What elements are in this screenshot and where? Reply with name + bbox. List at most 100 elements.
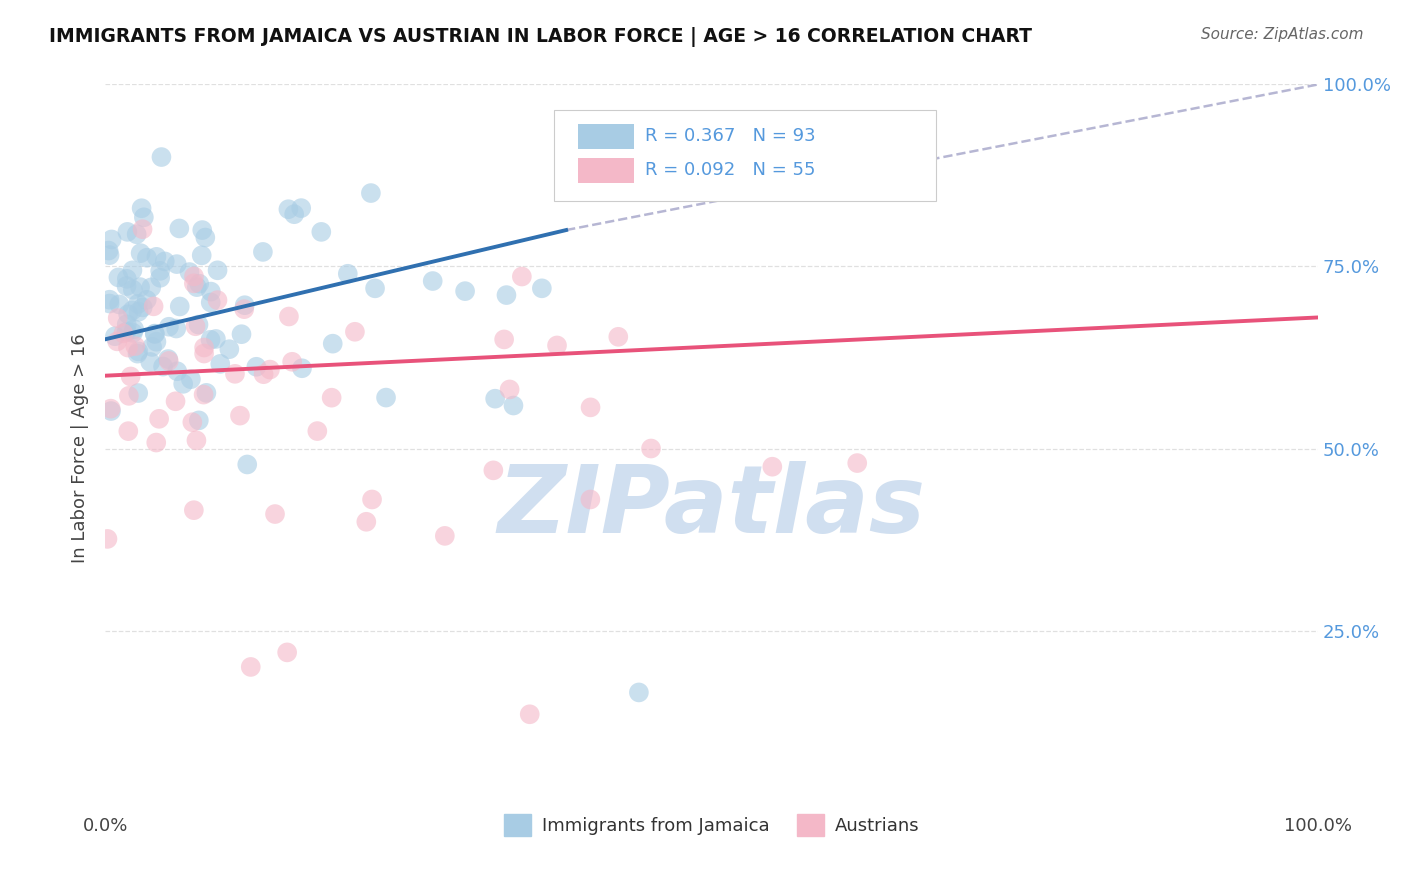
- Point: [231, 327, 253, 342]
- Text: IMMIGRANTS FROM JAMAICA VS AUSTRIAN IN LABOR FORCE | AGE > 16 CORRELATION CHART: IMMIGRANTS FROM JAMAICA VS AUSTRIAN IN L…: [49, 27, 1032, 46]
- Point: [100, 401, 122, 416]
- Point: [100, 404, 122, 418]
- Point: [200, 285, 222, 299]
- Point: [98, 296, 121, 310]
- Point: [131, 222, 153, 236]
- Point: [169, 221, 191, 235]
- Point: [131, 201, 153, 215]
- Point: [104, 329, 127, 343]
- Point: [236, 458, 259, 472]
- Point: [107, 311, 129, 326]
- Point: [105, 334, 128, 349]
- Point: [142, 299, 165, 313]
- Point: [165, 394, 187, 409]
- FancyBboxPatch shape: [578, 158, 634, 183]
- Point: [375, 391, 398, 405]
- Point: [112, 326, 135, 341]
- Point: [97, 244, 120, 258]
- Point: [484, 392, 506, 406]
- Point: [229, 409, 252, 423]
- Point: [145, 250, 167, 264]
- Point: [627, 685, 650, 699]
- Point: [136, 251, 159, 265]
- Point: [361, 492, 384, 507]
- Point: [233, 298, 256, 312]
- Point: [166, 364, 188, 378]
- Point: [291, 361, 314, 376]
- Point: [188, 277, 211, 291]
- Point: [519, 707, 541, 722]
- Point: [115, 272, 138, 286]
- Point: [190, 248, 212, 262]
- Point: [761, 459, 783, 474]
- Point: [172, 376, 194, 391]
- Point: [186, 280, 208, 294]
- Point: [233, 302, 256, 317]
- Text: Source: ZipAtlas.com: Source: ZipAtlas.com: [1201, 27, 1364, 42]
- Point: [181, 415, 204, 429]
- Point: [281, 355, 304, 369]
- Point: [336, 267, 359, 281]
- Point: [141, 340, 163, 354]
- Point: [128, 304, 150, 318]
- Point: [207, 263, 229, 277]
- FancyBboxPatch shape: [578, 125, 634, 149]
- Point: [150, 150, 173, 164]
- Point: [193, 341, 215, 355]
- Point: [194, 230, 217, 244]
- Point: [143, 326, 166, 341]
- Point: [277, 202, 299, 217]
- Point: [502, 399, 524, 413]
- FancyBboxPatch shape: [554, 110, 936, 201]
- Point: [166, 257, 188, 271]
- Legend: Immigrants from Jamaica, Austrians: Immigrants from Jamaica, Austrians: [496, 807, 927, 844]
- Point: [125, 227, 148, 242]
- Point: [108, 297, 131, 311]
- Point: [607, 330, 630, 344]
- Point: [200, 333, 222, 347]
- Point: [141, 280, 163, 294]
- Point: [179, 265, 201, 279]
- Point: [180, 372, 202, 386]
- Point: [640, 442, 662, 456]
- Point: [121, 303, 143, 318]
- Point: [259, 362, 281, 376]
- Point: [200, 295, 222, 310]
- Point: [117, 341, 139, 355]
- Point: [209, 357, 232, 371]
- Point: [129, 280, 152, 294]
- Point: [510, 269, 533, 284]
- Point: [149, 264, 172, 278]
- Point: [96, 532, 118, 546]
- Point: [183, 277, 205, 291]
- Point: [157, 319, 180, 334]
- Point: [127, 346, 149, 360]
- Point: [494, 333, 516, 347]
- Point: [127, 344, 149, 359]
- Point: [498, 383, 520, 397]
- Point: [239, 660, 262, 674]
- Point: [98, 293, 121, 307]
- Point: [183, 269, 205, 284]
- Point: [115, 325, 138, 339]
- Point: [530, 281, 553, 295]
- Point: [360, 186, 382, 200]
- Point: [218, 342, 240, 356]
- Point: [153, 254, 176, 268]
- Point: [122, 326, 145, 340]
- Point: [117, 225, 139, 239]
- Text: R = 0.092   N = 55: R = 0.092 N = 55: [645, 161, 815, 179]
- Point: [169, 300, 191, 314]
- Point: [139, 355, 162, 369]
- Point: [107, 270, 129, 285]
- Point: [157, 354, 180, 368]
- Point: [121, 263, 143, 277]
- Point: [118, 389, 141, 403]
- Point: [157, 351, 180, 366]
- Point: [252, 367, 274, 381]
- Point: [290, 201, 312, 215]
- Point: [433, 529, 456, 543]
- Point: [224, 367, 246, 381]
- Point: [311, 225, 333, 239]
- Point: [152, 359, 174, 374]
